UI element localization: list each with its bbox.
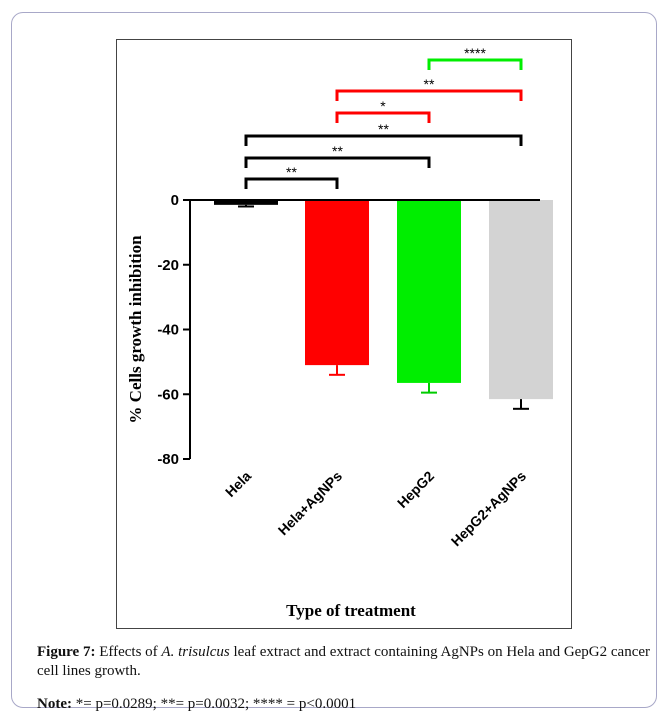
significance-bracket-2 [244, 134, 523, 146]
x-axis-label: Type of treatment [286, 601, 416, 620]
significance-bracket-4 [335, 89, 523, 101]
bar-0 [214, 200, 278, 205]
bar-chart: 0 -20 -40 -60 -80 % Cells growth inhibition He… [126, 45, 553, 620]
note-label: Note: [37, 696, 72, 712]
significance-label-5: **** [464, 45, 486, 61]
y-tick-label-1: -20 [157, 257, 179, 274]
caption-text-1: Effects of [95, 644, 162, 660]
note-text: *= p=0.0289; **= p=0.0032; **** = p<0.00… [71, 696, 357, 712]
y-tick-label-4: -80 [157, 451, 179, 468]
significance-bracket-1 [244, 156, 431, 168]
bar-2 [397, 200, 461, 383]
y-tick-label-0: 0 [171, 192, 179, 209]
significance-label-4: ** [424, 76, 435, 92]
x-tick-label-0: Hela [222, 468, 254, 500]
significance-bracket-5 [427, 58, 523, 70]
figure-caption: Figure 7: Effects of A. trisulcus leaf e… [37, 643, 667, 681]
bar-3 [489, 200, 553, 400]
significance-bracket-0 [244, 177, 339, 189]
y-tick-label-3: -60 [157, 386, 179, 403]
significance-label-2: ** [378, 121, 389, 137]
caption-species: A. trisulcus [161, 644, 230, 660]
x-tick-label-3: HepG2+AgNPs [448, 468, 530, 550]
caption-label: Figure 7: [37, 644, 96, 660]
y-axis-label: % Cells growth inhibition [126, 235, 145, 424]
significance-label-0: ** [286, 164, 297, 180]
significance-label-1: ** [332, 143, 343, 159]
caption-text-2: leaf extract and extract containing AgNP… [37, 644, 651, 679]
figure-frame: 0 -20 -40 -60 -80 % Cells growth inhibition He… [116, 39, 572, 629]
significance-bracket-3 [335, 111, 431, 123]
x-tick-label-2: HepG2 [394, 468, 437, 511]
bar-1 [305, 200, 369, 366]
figure-note: Note: *= p=0.0289; **= p=0.0032; **** = … [37, 695, 667, 714]
figure-card: 0 -20 -40 -60 -80 % Cells growth inhibition He… [11, 12, 657, 712]
x-tick-label-1: Hela+AgNPs [275, 468, 346, 539]
y-tick-label-2: -40 [157, 322, 179, 339]
significance-label-3: * [380, 98, 386, 114]
